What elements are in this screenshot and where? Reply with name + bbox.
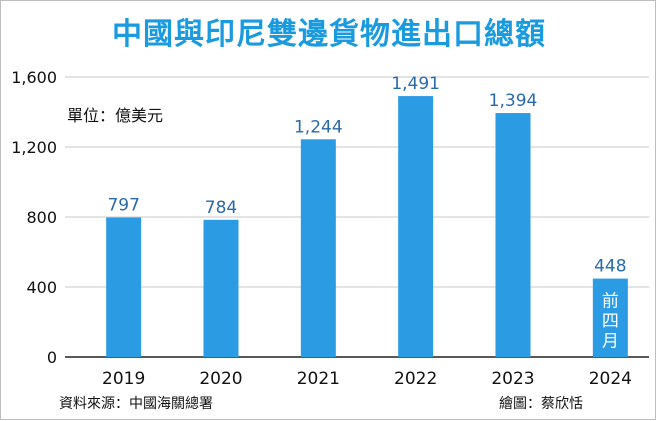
x-tick-label-2023: 2023 [491, 369, 534, 389]
credit-note: 繪圖：蔡欣恬 [499, 396, 583, 412]
x-tick-label-2020: 2020 [199, 369, 242, 389]
bar-2023 [495, 113, 531, 357]
x-tick-label-2024: 2024 [589, 369, 632, 389]
unit-label: 單位：億美元 [67, 106, 164, 125]
chart-title: 中國與印尼雙邊貨物進出口總額 [112, 17, 546, 52]
y-tick-label: 800 [26, 208, 57, 227]
source-note: 資料來源：中國海關總署 [59, 396, 213, 412]
data-label-2024: 448 [594, 257, 626, 277]
data-label-2019: 797 [107, 196, 139, 216]
bar-2020 [203, 219, 239, 357]
data-label-2022: 1,491 [391, 74, 440, 94]
data-label-2021: 1,244 [294, 117, 343, 137]
x-tick-label-2022: 2022 [394, 369, 437, 389]
data-label-2020: 784 [205, 198, 237, 218]
y-tick-label: 1,200 [11, 138, 57, 157]
x-tick-label-2019: 2019 [102, 369, 145, 389]
data-label-2023: 1,394 [489, 91, 538, 111]
y-tick-label: 400 [26, 278, 57, 297]
bar-2019 [106, 217, 142, 357]
y-tick-label: 0 [47, 348, 57, 367]
bar-2022 [398, 96, 434, 357]
bar-2024 [592, 278, 628, 357]
x-tick-label-2021: 2021 [297, 369, 340, 389]
bar-note-2024: 前四月 [602, 292, 619, 352]
y-tick-label: 1,600 [11, 68, 57, 87]
bar-2021 [300, 139, 336, 357]
